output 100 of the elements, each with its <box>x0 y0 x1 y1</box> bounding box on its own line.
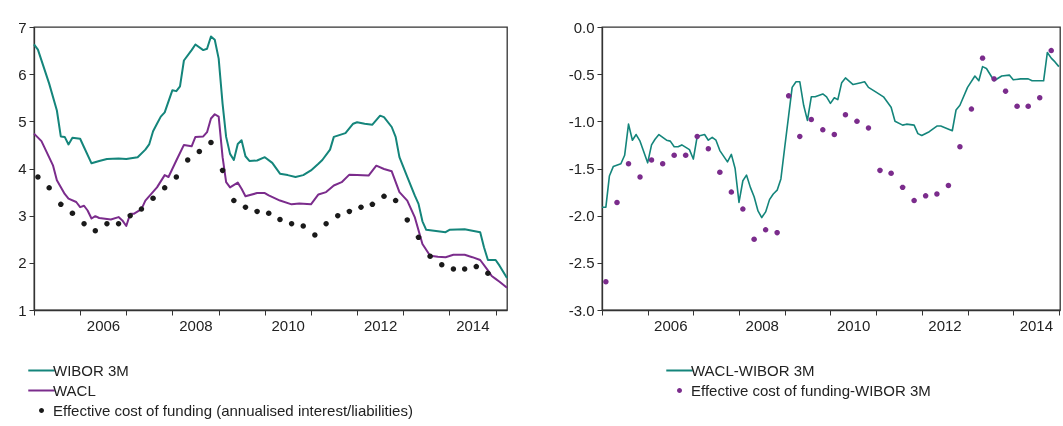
point <box>81 220 87 227</box>
point <box>196 148 203 155</box>
point <box>115 220 122 227</box>
point <box>277 216 283 223</box>
point <box>138 206 145 212</box>
point <box>717 169 723 176</box>
point <box>69 210 76 217</box>
point <box>184 157 191 163</box>
point <box>104 220 110 227</box>
line-series <box>33 113 508 289</box>
x-tick-label: 2012 <box>928 316 962 334</box>
y-tick-label: 5 <box>18 112 27 130</box>
point <box>637 174 643 180</box>
x-tick-label: 2014 <box>1019 316 1054 334</box>
point <box>922 193 929 199</box>
legend-label: Effective cost of funding (annualised interest/liabilities) <box>53 401 413 419</box>
point <box>831 131 838 138</box>
point <box>127 212 133 219</box>
point <box>865 125 872 131</box>
point <box>671 152 677 159</box>
point <box>751 236 757 242</box>
point <box>888 170 894 176</box>
legend-label: WACL <box>53 381 96 399</box>
point <box>392 197 399 204</box>
point <box>92 228 99 234</box>
point <box>358 204 364 210</box>
point <box>1002 88 1009 94</box>
y-tick-label: -3.0 <box>568 301 595 319</box>
point <box>603 278 609 285</box>
point <box>968 106 975 112</box>
point <box>1014 103 1020 109</box>
point <box>728 189 735 195</box>
point <box>323 220 329 227</box>
point <box>450 266 457 272</box>
point <box>740 206 746 212</box>
point <box>335 212 341 219</box>
point <box>797 133 803 140</box>
y-tick-label: 0.0 <box>573 18 595 36</box>
x-tick-label: 2012 <box>363 316 398 334</box>
point <box>150 195 156 201</box>
point <box>381 193 387 200</box>
point <box>461 266 468 272</box>
y-tick-label: 2 <box>18 254 27 272</box>
point <box>934 191 940 197</box>
point <box>911 197 917 204</box>
point <box>991 76 997 82</box>
y-tick-label: 3 <box>18 207 27 225</box>
point <box>312 232 318 238</box>
point <box>231 197 237 204</box>
point <box>242 204 249 210</box>
point <box>346 208 353 215</box>
point <box>842 111 849 118</box>
point <box>254 208 260 215</box>
point <box>979 55 986 61</box>
x-tick-label: 2010 <box>836 316 871 334</box>
legend-label: Effective cost of funding-WIBOR 3M <box>691 381 931 399</box>
point <box>288 220 295 227</box>
point <box>762 227 769 233</box>
point <box>473 263 480 270</box>
y-tick-label: -2.5 <box>568 254 595 272</box>
point <box>1048 47 1054 54</box>
point <box>614 199 620 206</box>
y-tick-label: -1.0 <box>568 112 595 130</box>
y-tick-label: 7 <box>18 18 27 36</box>
point <box>369 201 376 208</box>
x-tick-label: 2006 <box>654 316 688 334</box>
point <box>439 261 445 268</box>
point <box>161 185 168 191</box>
y-tick-label: -2.0 <box>568 207 595 225</box>
legend-label: WIBOR 3M <box>53 361 129 379</box>
point <box>265 210 272 217</box>
point <box>415 234 422 241</box>
point <box>899 184 906 191</box>
point <box>1025 103 1031 109</box>
point <box>648 157 655 163</box>
point <box>659 161 666 167</box>
point <box>404 217 411 223</box>
point <box>219 167 226 174</box>
point <box>957 144 963 150</box>
point <box>625 161 632 167</box>
point <box>485 270 491 276</box>
line-series <box>33 35 508 279</box>
point <box>58 201 64 208</box>
point <box>808 116 815 123</box>
x-tick-label: 2008 <box>179 316 213 334</box>
point <box>854 118 860 125</box>
point <box>774 229 780 236</box>
x-tick-label: 2010 <box>271 316 305 334</box>
point <box>694 133 700 140</box>
point <box>208 139 214 146</box>
x-tick-label: 2008 <box>745 316 779 334</box>
point <box>785 93 792 99</box>
y-tick-label: 1 <box>18 301 27 319</box>
x-tick-label: 2006 <box>86 316 121 334</box>
point <box>705 145 712 152</box>
point <box>877 167 883 174</box>
point <box>300 223 306 229</box>
y-tick-label: -0.5 <box>568 65 595 83</box>
point <box>173 174 180 180</box>
y-tick-label: -1.5 <box>568 160 595 177</box>
